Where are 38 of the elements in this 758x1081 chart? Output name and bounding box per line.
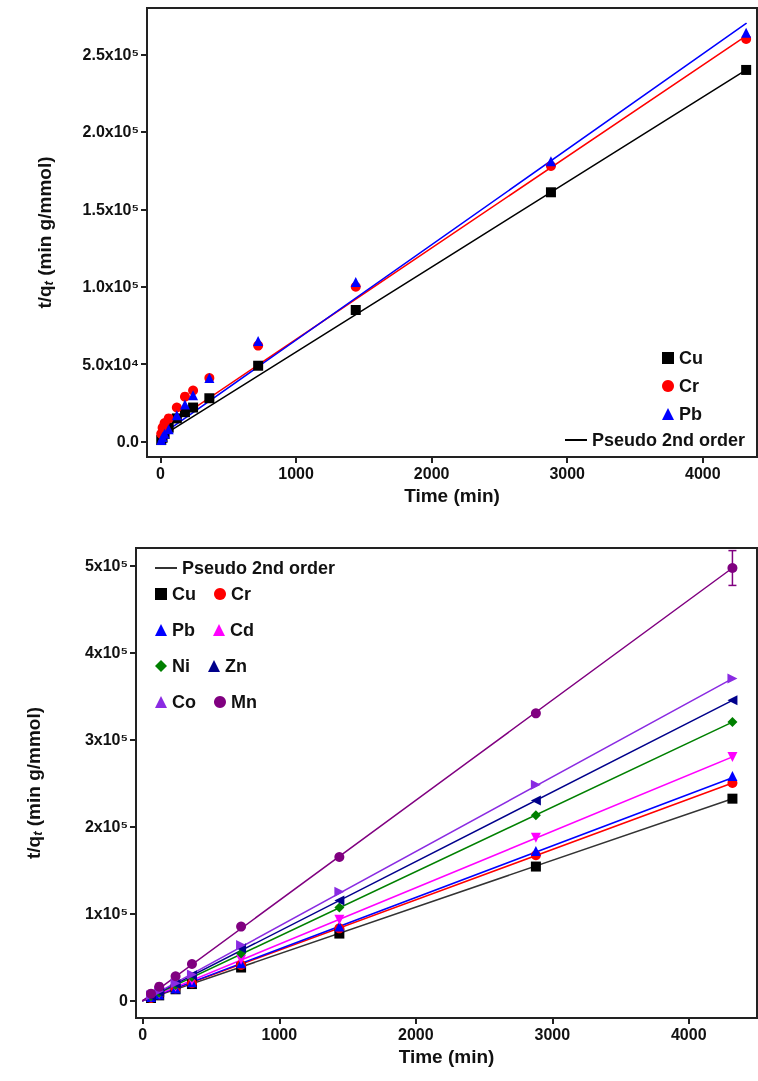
legend-label: Pb bbox=[679, 404, 703, 424]
x-tick-label: 4000 bbox=[670, 1025, 707, 1043]
x-tick-label: 0 bbox=[156, 464, 166, 482]
x-axis-title: Time (min) bbox=[398, 1045, 495, 1067]
x-axis-title: Time (min) bbox=[404, 485, 500, 506]
x-tick-label: 2000 bbox=[397, 1025, 434, 1043]
y-tick-label: 0 bbox=[119, 992, 129, 1010]
x-tick-label: 2000 bbox=[413, 464, 450, 482]
legend-label: Cr bbox=[679, 376, 700, 396]
x-tick-label: 1000 bbox=[278, 464, 315, 482]
legend-label: Cu bbox=[679, 348, 704, 368]
legend-label: Co bbox=[172, 692, 196, 712]
legend-label: Cu bbox=[172, 584, 196, 604]
y-tick-label: 1.0x10⁵ bbox=[82, 278, 139, 296]
y-tick-label: 5.0x10⁴ bbox=[82, 355, 140, 373]
y-tick-label: 2.0x10⁵ bbox=[82, 123, 139, 141]
legend-label: Pseudo 2nd order bbox=[591, 430, 745, 450]
y-tick-label: 0.0 bbox=[116, 433, 140, 451]
legend-label: Pb bbox=[172, 620, 196, 640]
y-axis-title: t/qt (min g/mmol) bbox=[23, 706, 45, 860]
legend-label: Cd bbox=[230, 620, 254, 640]
x-tick-label: 1000 bbox=[261, 1025, 298, 1043]
y-tick-label: 4x10⁵ bbox=[84, 643, 128, 661]
y-tick-label: 2x10⁵ bbox=[84, 818, 128, 836]
legend-label: Cr bbox=[230, 584, 252, 604]
x-tick-label: 4000 bbox=[684, 464, 721, 482]
y-tick-label: 1.5x10⁵ bbox=[82, 200, 139, 218]
legend-label: Mn bbox=[230, 692, 257, 712]
legend-label: Ni bbox=[172, 656, 190, 676]
x-tick-label: 3000 bbox=[549, 464, 586, 482]
legend-label: Zn bbox=[225, 656, 247, 676]
x-tick-label: 3000 bbox=[534, 1025, 571, 1043]
y-tick-label: 5x10⁵ bbox=[84, 556, 128, 574]
y-axis-title: t/qt (min g/mmol) bbox=[34, 156, 56, 309]
y-tick-label: 1x10⁵ bbox=[84, 905, 128, 923]
y-tick-label: 3x10⁵ bbox=[84, 730, 128, 748]
legend-label: Pseudo 2nd order bbox=[182, 558, 336, 578]
y-tick-label: 2.5x10⁵ bbox=[82, 45, 139, 63]
